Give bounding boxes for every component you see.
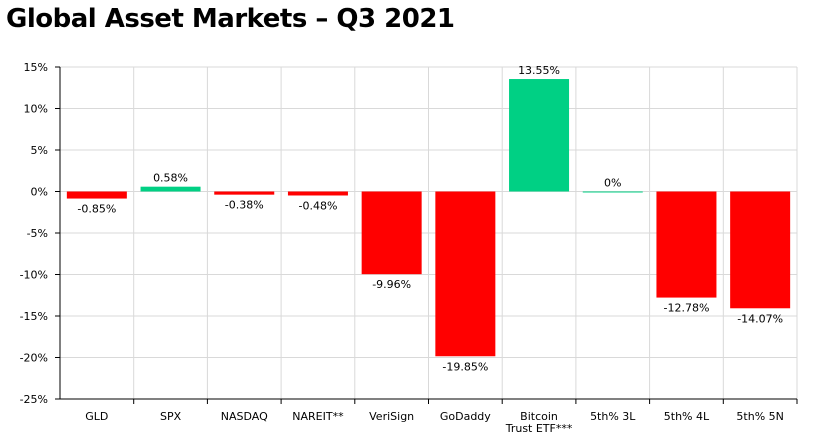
data-label: 13.55% — [518, 64, 560, 77]
data-label: 0% — [604, 177, 621, 190]
x-tick-label: 5th% 4L — [664, 410, 710, 423]
chart-title: Global Asset Markets – Q3 2021 — [6, 4, 455, 34]
data-label: -14.07% — [737, 312, 783, 325]
axes — [55, 66, 798, 404]
data-label: -0.85% — [77, 203, 116, 216]
bar — [66, 191, 127, 199]
x-tick-label: VeriSign — [369, 410, 414, 423]
x-tick-label: GLD — [85, 410, 108, 423]
data-label: -19.85% — [442, 360, 488, 373]
bar — [435, 191, 496, 357]
data-label: -9.96% — [372, 278, 411, 291]
y-tick-label: -15% — [20, 310, 48, 323]
x-tick-label: GoDaddy — [440, 410, 491, 423]
x-tick-label: 5th% 3L — [590, 410, 636, 423]
x-tick-label: 5th% 5N — [736, 410, 783, 423]
y-tick-label: 0% — [31, 186, 48, 199]
bar — [287, 191, 348, 196]
bar — [509, 79, 570, 192]
x-tick-label: Bitcoin — [520, 410, 558, 423]
data-label: 0.58% — [153, 172, 188, 185]
y-tick-label: -10% — [20, 269, 48, 282]
y-tick-label: -25% — [20, 393, 48, 406]
y-tick-label: 5% — [31, 144, 48, 157]
x-tick-label: Trust ETF*** — [505, 422, 573, 435]
x-tick-label: NAREIT** — [292, 410, 344, 423]
x-tick-labels: GLD SPX NASDAQ NAREIT** VeriSign GoDaddy Bitco… — [85, 410, 784, 435]
bar — [656, 191, 717, 298]
y-tick-label: -20% — [20, 352, 48, 365]
y-tick-label: -5% — [27, 227, 48, 240]
x-tick-label: NASDAQ — [221, 410, 268, 423]
x-tick-label: SPX — [160, 410, 182, 423]
data-label: -0.38% — [225, 199, 264, 212]
y-tick-label: 15% — [24, 61, 48, 74]
bar — [730, 191, 791, 309]
y-tick-label: 10% — [24, 103, 48, 116]
bar — [582, 191, 643, 193]
bar — [214, 191, 275, 195]
data-labels: -0.85% 0.58% -0.38% -0.48% -9.96% -19.85% 13.5… — [77, 64, 783, 373]
bar — [140, 186, 201, 192]
y-tick-labels: 15% 10% 5% 0% -5% -10% -15% -20% -25% — [20, 61, 48, 406]
data-label: -0.48% — [298, 199, 337, 212]
bar — [361, 191, 422, 275]
data-label: -12.78% — [663, 302, 709, 315]
bars — [66, 79, 791, 357]
